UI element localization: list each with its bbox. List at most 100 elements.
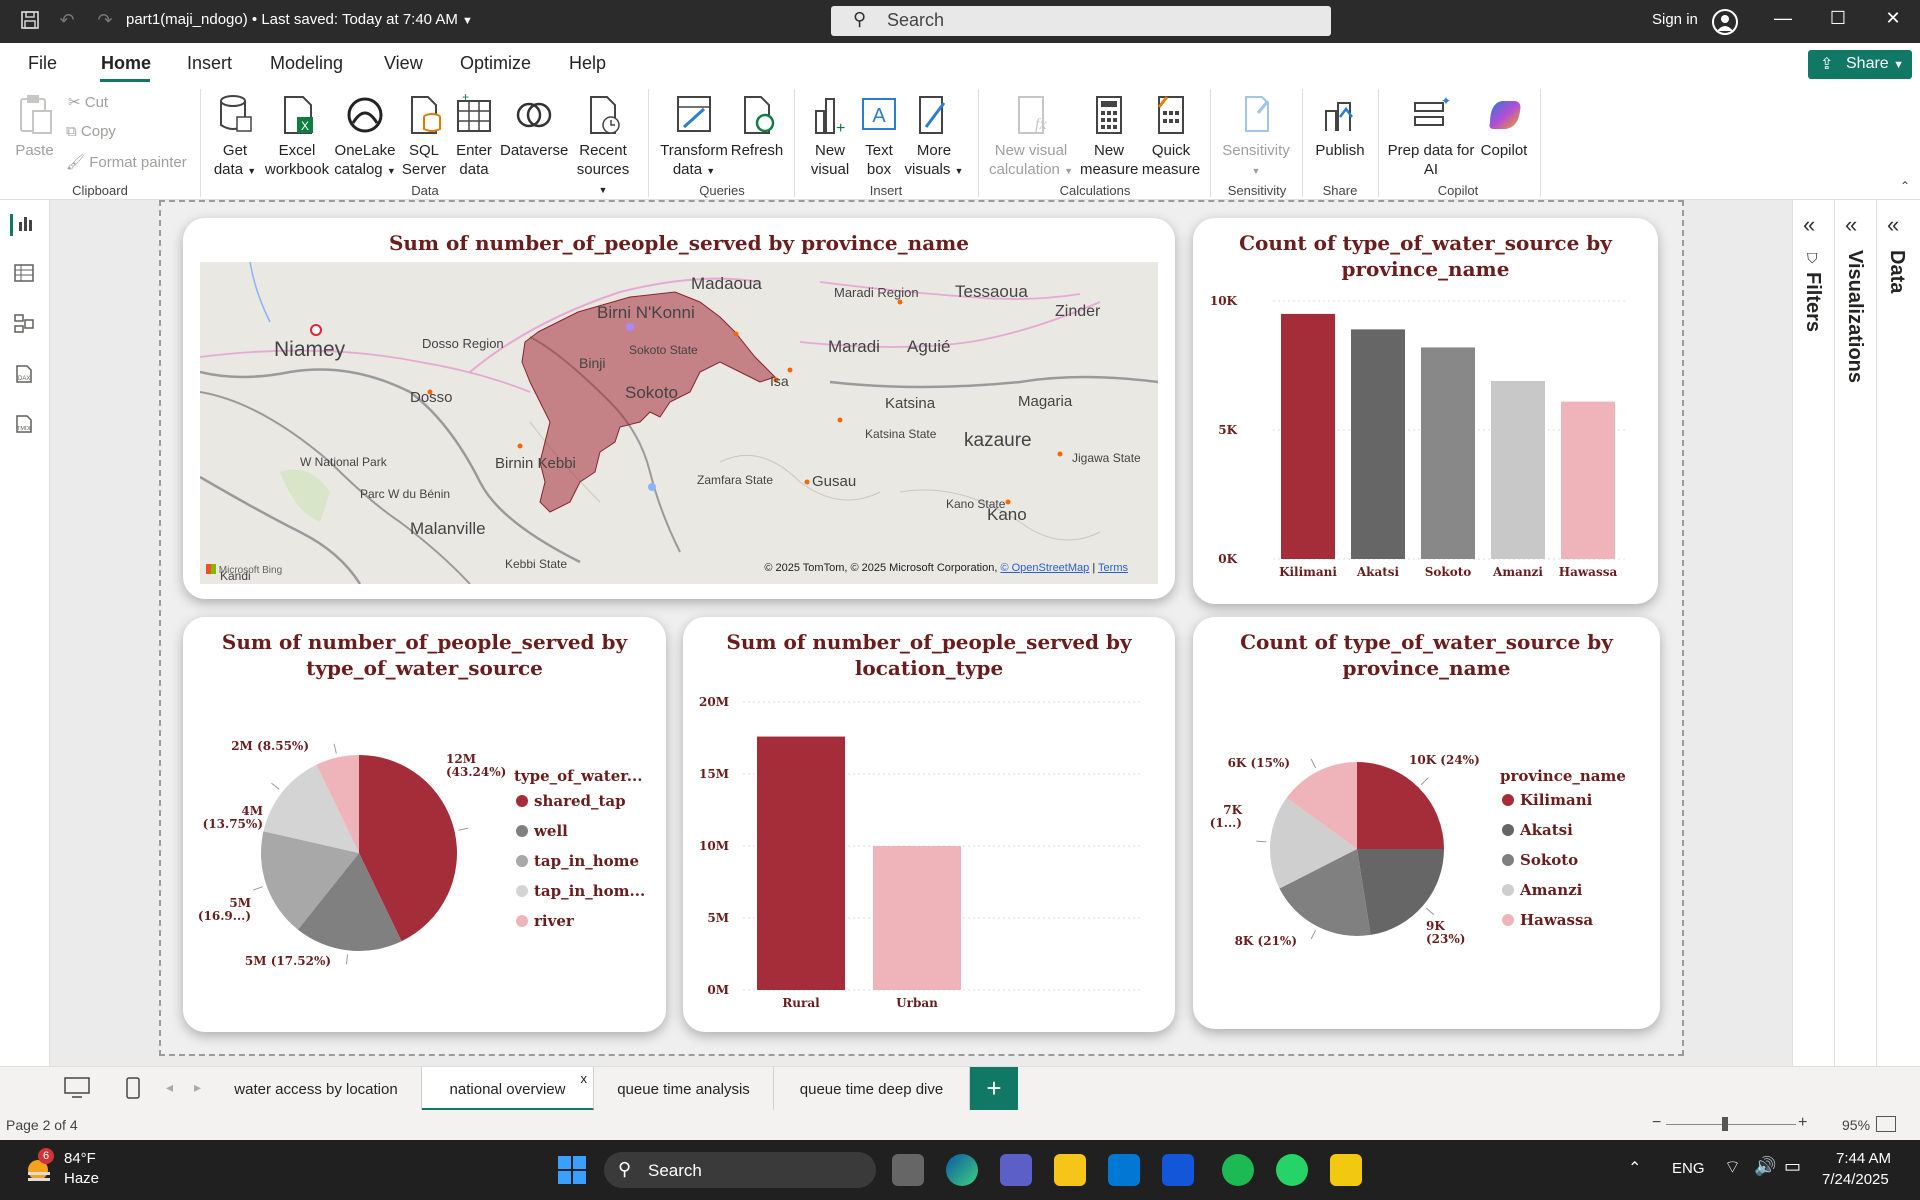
account-icon[interactable] (1712, 9, 1738, 35)
close-tab-icon[interactable]: x (580, 1071, 588, 1086)
chevron-right-icon[interactable]: ▸ (194, 1079, 202, 1095)
zoom-slider-thumb[interactable] (1722, 1117, 1728, 1131)
copy-button[interactable]: ⧉ Copy (66, 123, 116, 140)
edge-icon[interactable] (946, 1154, 978, 1186)
legend-item[interactable]: Hawassa (1502, 911, 1593, 929)
new-visual-button[interactable]: + New visual (804, 93, 856, 179)
taskbar-search[interactable]: ⚲ Search (604, 1152, 876, 1188)
windows-start-icon[interactable] (556, 1154, 588, 1186)
recent-sources-button[interactable]: Recent sources ▼ (572, 93, 634, 200)
legend-item[interactable]: Akatsi (1502, 821, 1573, 839)
document-title[interactable]: part1(maji_ndogo) • Last saved: Today at… (126, 11, 473, 28)
fit-to-page-icon[interactable] (1876, 1116, 1896, 1132)
page-tab[interactable]: water access by location (211, 1067, 422, 1111)
prep-data-for-ai-button[interactable]: ✦ Prep data for AI (1387, 94, 1475, 178)
legend-item[interactable]: well (516, 822, 568, 840)
desktop-layout-icon[interactable] (64, 1077, 90, 1104)
quick-measure-button[interactable]: Quick measure (1140, 93, 1202, 179)
file-explorer-icon[interactable] (1054, 1154, 1086, 1186)
chevron-left-icon[interactable]: « (1887, 212, 1900, 237)
chevron-left-icon[interactable]: « (1845, 212, 1858, 237)
page-tab-active[interactable]: national overview x (422, 1067, 594, 1111)
refresh-button[interactable]: Refresh (730, 93, 784, 160)
legend-item[interactable]: tap_in_home (516, 852, 639, 870)
collapse-ribbon-icon[interactable]: ⌃ (1900, 179, 1911, 193)
zoom-out-button[interactable]: − (1652, 1114, 1662, 1131)
battery-icon[interactable]: ▭ (1784, 1156, 1802, 1176)
clock-time[interactable]: 7:44 AM (1836, 1150, 1892, 1167)
menu-modeling[interactable]: Modeling (270, 53, 344, 73)
app-icon[interactable] (1162, 1154, 1194, 1186)
water-source-count-bar-chart[interactable]: Count of type_of_water_source by provinc… (1193, 218, 1658, 604)
people-by-location-bar-chart[interactable]: Sum of number_of_people_served by locati… (683, 617, 1175, 1032)
get-data-button[interactable]: Get data ▼ (210, 93, 260, 181)
new-visual-calculation-button[interactable]: fx New visual calculation ▼ (988, 93, 1074, 181)
spotify-icon[interactable] (1222, 1154, 1254, 1186)
page-tab[interactable]: queue time analysis (594, 1067, 774, 1111)
whatsapp-icon[interactable] (1276, 1154, 1308, 1186)
search-box[interactable]: ⚲ Search (831, 6, 1331, 36)
share-button[interactable]: ⇪ Share ▼ (1808, 50, 1912, 79)
chevron-left-icon[interactable]: ◂ (166, 1079, 174, 1095)
menu-optimize[interactable]: Optimize (460, 53, 532, 73)
sign-in-link[interactable]: Sign in (1652, 11, 1698, 28)
new-measure-button[interactable]: New measure (1080, 93, 1138, 179)
teams-icon[interactable] (1000, 1154, 1032, 1186)
legend-item[interactable]: shared_tap (516, 792, 626, 810)
add-page-button[interactable]: + (970, 1067, 1018, 1111)
store-icon[interactable] (1108, 1154, 1140, 1186)
sql-server-button[interactable]: SQL Server (400, 93, 448, 179)
publish-button[interactable]: Publish (1310, 93, 1370, 160)
maximize-icon[interactable]: ☐ (1829, 8, 1847, 28)
task-view-icon[interactable] (892, 1154, 924, 1186)
zoom-slider[interactable] (1666, 1124, 1796, 1125)
enter-data-button[interactable]: + Enter data (450, 93, 498, 179)
excel-workbook-button[interactable]: X Excel workbook (262, 93, 332, 179)
power-bi-icon[interactable] (1330, 1154, 1362, 1186)
visualizations-pane[interactable]: « Visualizations (1834, 200, 1876, 1066)
terms-link[interactable]: Terms (1098, 562, 1128, 574)
menu-view[interactable]: View (384, 53, 423, 73)
legend-item[interactable]: Kilimani (1502, 791, 1592, 809)
legend-item[interactable]: Sokoto (1502, 851, 1578, 869)
more-visuals-button[interactable]: More visuals ▼ (902, 93, 966, 181)
dataverse-button[interactable]: Dataverse (500, 93, 568, 160)
people-by-source-pie-chart[interactable]: Sum of number_of_people_served by type_o… (183, 617, 666, 1032)
data-pane[interactable]: « Data (1876, 200, 1920, 1066)
text-box-button[interactable]: A Text box (856, 93, 902, 179)
speaker-icon[interactable]: 🔊 (1754, 1156, 1777, 1176)
transform-data-button[interactable]: Transform data ▼ (658, 93, 730, 181)
source-count-pie-chart[interactable]: Count of type_of_water_source by provinc… (1193, 617, 1660, 1029)
wifi-icon[interactable]: ⌔ (1724, 1157, 1741, 1177)
undo-icon[interactable]: ↶ (59, 10, 75, 30)
copilot-button[interactable]: Copilot (1474, 93, 1534, 160)
menu-file[interactable]: File (28, 53, 58, 73)
minimize-icon[interactable]: — (1774, 8, 1792, 28)
weather-icon[interactable]: 6 (20, 1148, 56, 1186)
sensitivity-button[interactable]: Sensitivity ▼ (1220, 93, 1292, 181)
map-visual[interactable]: Sum of number_of_people_served by provin… (183, 218, 1175, 599)
dax-query-view-icon[interactable]: DAX (14, 364, 36, 386)
mobile-layout-icon[interactable] (126, 1077, 140, 1104)
filters-pane[interactable]: « ⛉ Filters (1792, 200, 1834, 1066)
chevron-left-icon[interactable]: « (1803, 212, 1816, 237)
page-tab[interactable]: queue time deep dive (774, 1067, 970, 1111)
onelake-catalog-button[interactable]: OneLake catalog ▼ (332, 93, 398, 181)
map-canvas[interactable]: Madaoua Maradi Region Tessaoua Zinder Bi… (200, 262, 1158, 584)
menu-home[interactable]: Home (101, 53, 152, 73)
chevron-up-icon[interactable]: ⌃ (1628, 1160, 1642, 1177)
paste-button[interactable]: Paste (12, 93, 57, 160)
cut-button[interactable]: ✂ Cut (68, 94, 109, 111)
legend-item[interactable]: river (516, 912, 574, 930)
redo-icon[interactable]: ↷ (97, 10, 113, 30)
menu-insert[interactable]: Insert (187, 53, 233, 73)
zoom-in-button[interactable]: + (1798, 1114, 1808, 1131)
format-painter-button[interactable]: 🖌 Format painter (66, 154, 187, 171)
legend-item[interactable]: tap_in_hom... (516, 882, 645, 900)
report-view-icon[interactable] (10, 214, 32, 236)
clock-date[interactable]: 7/24/2025 (1822, 1171, 1889, 1188)
legend-item[interactable]: Amanzi (1502, 881, 1582, 899)
tmdl-view-icon[interactable]: TMDL (14, 414, 36, 436)
save-icon[interactable] (19, 10, 41, 32)
table-view-icon[interactable] (14, 264, 36, 286)
